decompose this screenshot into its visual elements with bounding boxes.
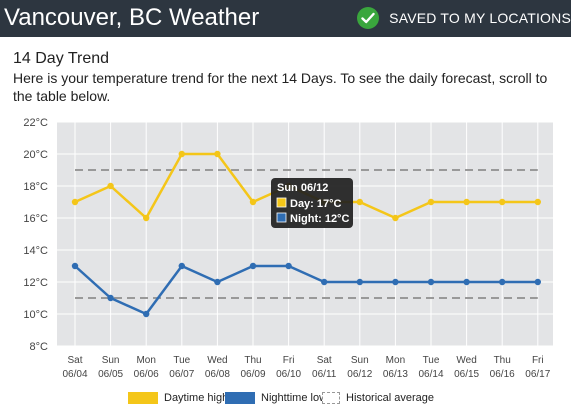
- legend-item-historical[interactable]: Historical average: [322, 392, 434, 404]
- y-tick-label: 8°C: [30, 341, 49, 353]
- daytime-high-point[interactable]: [249, 198, 257, 206]
- x-tick-date: 06/14: [418, 369, 443, 380]
- x-tick-date: 06/08: [205, 369, 230, 380]
- x-tick-date: 06/04: [62, 369, 87, 380]
- y-tick-label: 22°C: [23, 117, 48, 129]
- x-tick-weekday: Sat: [317, 355, 332, 366]
- legend-item-day[interactable]: Daytime high: [128, 392, 228, 404]
- trend-description: Here is your temperature trend for the n…: [13, 70, 548, 104]
- x-tick-date: 06/11: [312, 369, 337, 380]
- chart-legend: Daytime high Nighttime low Historical av…: [0, 392, 571, 410]
- x-tick-date: 06/06: [134, 369, 159, 380]
- y-tick-label: 14°C: [23, 245, 48, 257]
- x-tick-weekday: Mon: [136, 355, 155, 366]
- saved-to-locations-button[interactable]: SAVED TO MY LOCATIONS: [357, 5, 571, 31]
- nighttime-low-point[interactable]: [392, 278, 399, 286]
- tooltip-box: [271, 178, 353, 228]
- y-tick-label: 10°C: [23, 309, 48, 321]
- x-tick-weekday: Thu: [244, 355, 261, 366]
- x-tick-date: 06/17: [525, 369, 550, 380]
- x-tick-weekday: Mon: [386, 355, 405, 366]
- tooltip-night-value: Night: 12°C: [290, 213, 349, 225]
- nighttime-low-point[interactable]: [356, 278, 363, 286]
- y-tick-label: 20°C: [23, 149, 48, 161]
- x-tick-date: 06/05: [98, 369, 123, 380]
- y-tick-label: 12°C: [23, 277, 48, 289]
- daytime-high-point[interactable]: [107, 182, 114, 190]
- trend-heading: 14 Day Trend: [13, 50, 110, 67]
- x-tick-date: 06/07: [169, 369, 194, 380]
- x-tick-weekday: Sun: [102, 355, 120, 366]
- x-tick-date: 06/15: [454, 369, 479, 380]
- x-tick-weekday: Thu: [494, 355, 511, 366]
- y-tick-label: 18°C: [23, 181, 48, 193]
- nighttime-low-point[interactable]: [107, 294, 114, 302]
- plot-area: [57, 122, 553, 346]
- tooltip-night-swatch: [276, 212, 287, 223]
- nighttime-low-point[interactable]: [499, 278, 506, 286]
- x-tick-weekday: Wed: [456, 355, 476, 366]
- nighttime-low-point[interactable]: [285, 262, 292, 270]
- header-bar: Vancouver, BC Weather SAVED TO MY LOCATI…: [0, 0, 571, 37]
- nighttime-low-point[interactable]: [321, 278, 328, 286]
- x-tick-weekday: Sat: [67, 355, 82, 366]
- x-tick-date: 06/12: [347, 369, 372, 380]
- nighttime-low-point[interactable]: [178, 262, 185, 270]
- legend-label-day: Daytime high: [164, 392, 229, 404]
- legend-label-historical: Historical average: [346, 392, 435, 404]
- checkmark-icon: [357, 7, 380, 29]
- nighttime-low-point[interactable]: [534, 278, 541, 286]
- nighttime-low-point[interactable]: [71, 262, 79, 270]
- daytime-high-point[interactable]: [178, 150, 185, 158]
- x-tick-weekday: Fri: [283, 355, 295, 366]
- daytime-high-point[interactable]: [499, 198, 506, 206]
- x-tick-weekday: Fri: [532, 355, 544, 366]
- nighttime-low-point[interactable]: [463, 278, 470, 286]
- x-tick-date: 06/10: [276, 369, 301, 380]
- daytime-high-point[interactable]: [356, 198, 363, 206]
- nighttime-low-point[interactable]: [427, 278, 435, 286]
- page-title: Vancouver, BC Weather: [4, 4, 260, 31]
- daytime-high-point[interactable]: [534, 198, 541, 206]
- nighttime-low-line: [74, 264, 538, 316]
- nighttime-low-point[interactable]: [249, 262, 257, 270]
- temperature-trend-chart[interactable]: 8°C 10°C 12°C 14°C 16°C 18°C 20°C 22°C Sat 06/04 S…: [0, 110, 571, 390]
- daytime-high-point[interactable]: [71, 198, 79, 206]
- x-tick-date: 06/13: [383, 369, 408, 380]
- x-tick-weekday: Sun: [351, 355, 369, 366]
- daytime-high-point[interactable]: [143, 214, 150, 222]
- y-tick-label: 16°C: [23, 213, 48, 225]
- legend-swatch-day: [128, 392, 158, 404]
- legend-label-night: Nighttime low: [261, 392, 328, 404]
- nighttime-low-point[interactable]: [214, 278, 221, 286]
- tooltip-day-swatch: [276, 197, 287, 208]
- x-tick-date: 06/09: [240, 369, 265, 380]
- tooltip-day-value: Day: 17°C: [290, 198, 342, 210]
- x-tick-weekday: Tue: [173, 355, 190, 366]
- daytime-high-point[interactable]: [214, 150, 221, 158]
- nighttime-low-point[interactable]: [143, 310, 150, 318]
- tooltip-date: Sun 06/12: [277, 182, 328, 194]
- daytime-high-point[interactable]: [392, 214, 399, 222]
- legend-swatch-historical: [322, 392, 340, 404]
- x-tick-weekday: Wed: [207, 355, 227, 366]
- hover-tooltip: Sun 06/12 Day: 17°C Night: 12°C: [271, 178, 353, 228]
- x-tick-date: 06/16: [490, 369, 515, 380]
- legend-item-night[interactable]: Nighttime low: [225, 392, 327, 404]
- daytime-high-point[interactable]: [427, 198, 435, 206]
- x-tick-weekday: Tue: [423, 355, 440, 366]
- legend-swatch-night: [225, 392, 255, 404]
- daytime-high-point[interactable]: [463, 198, 470, 206]
- saved-label: SAVED TO MY LOCATIONS: [389, 10, 571, 26]
